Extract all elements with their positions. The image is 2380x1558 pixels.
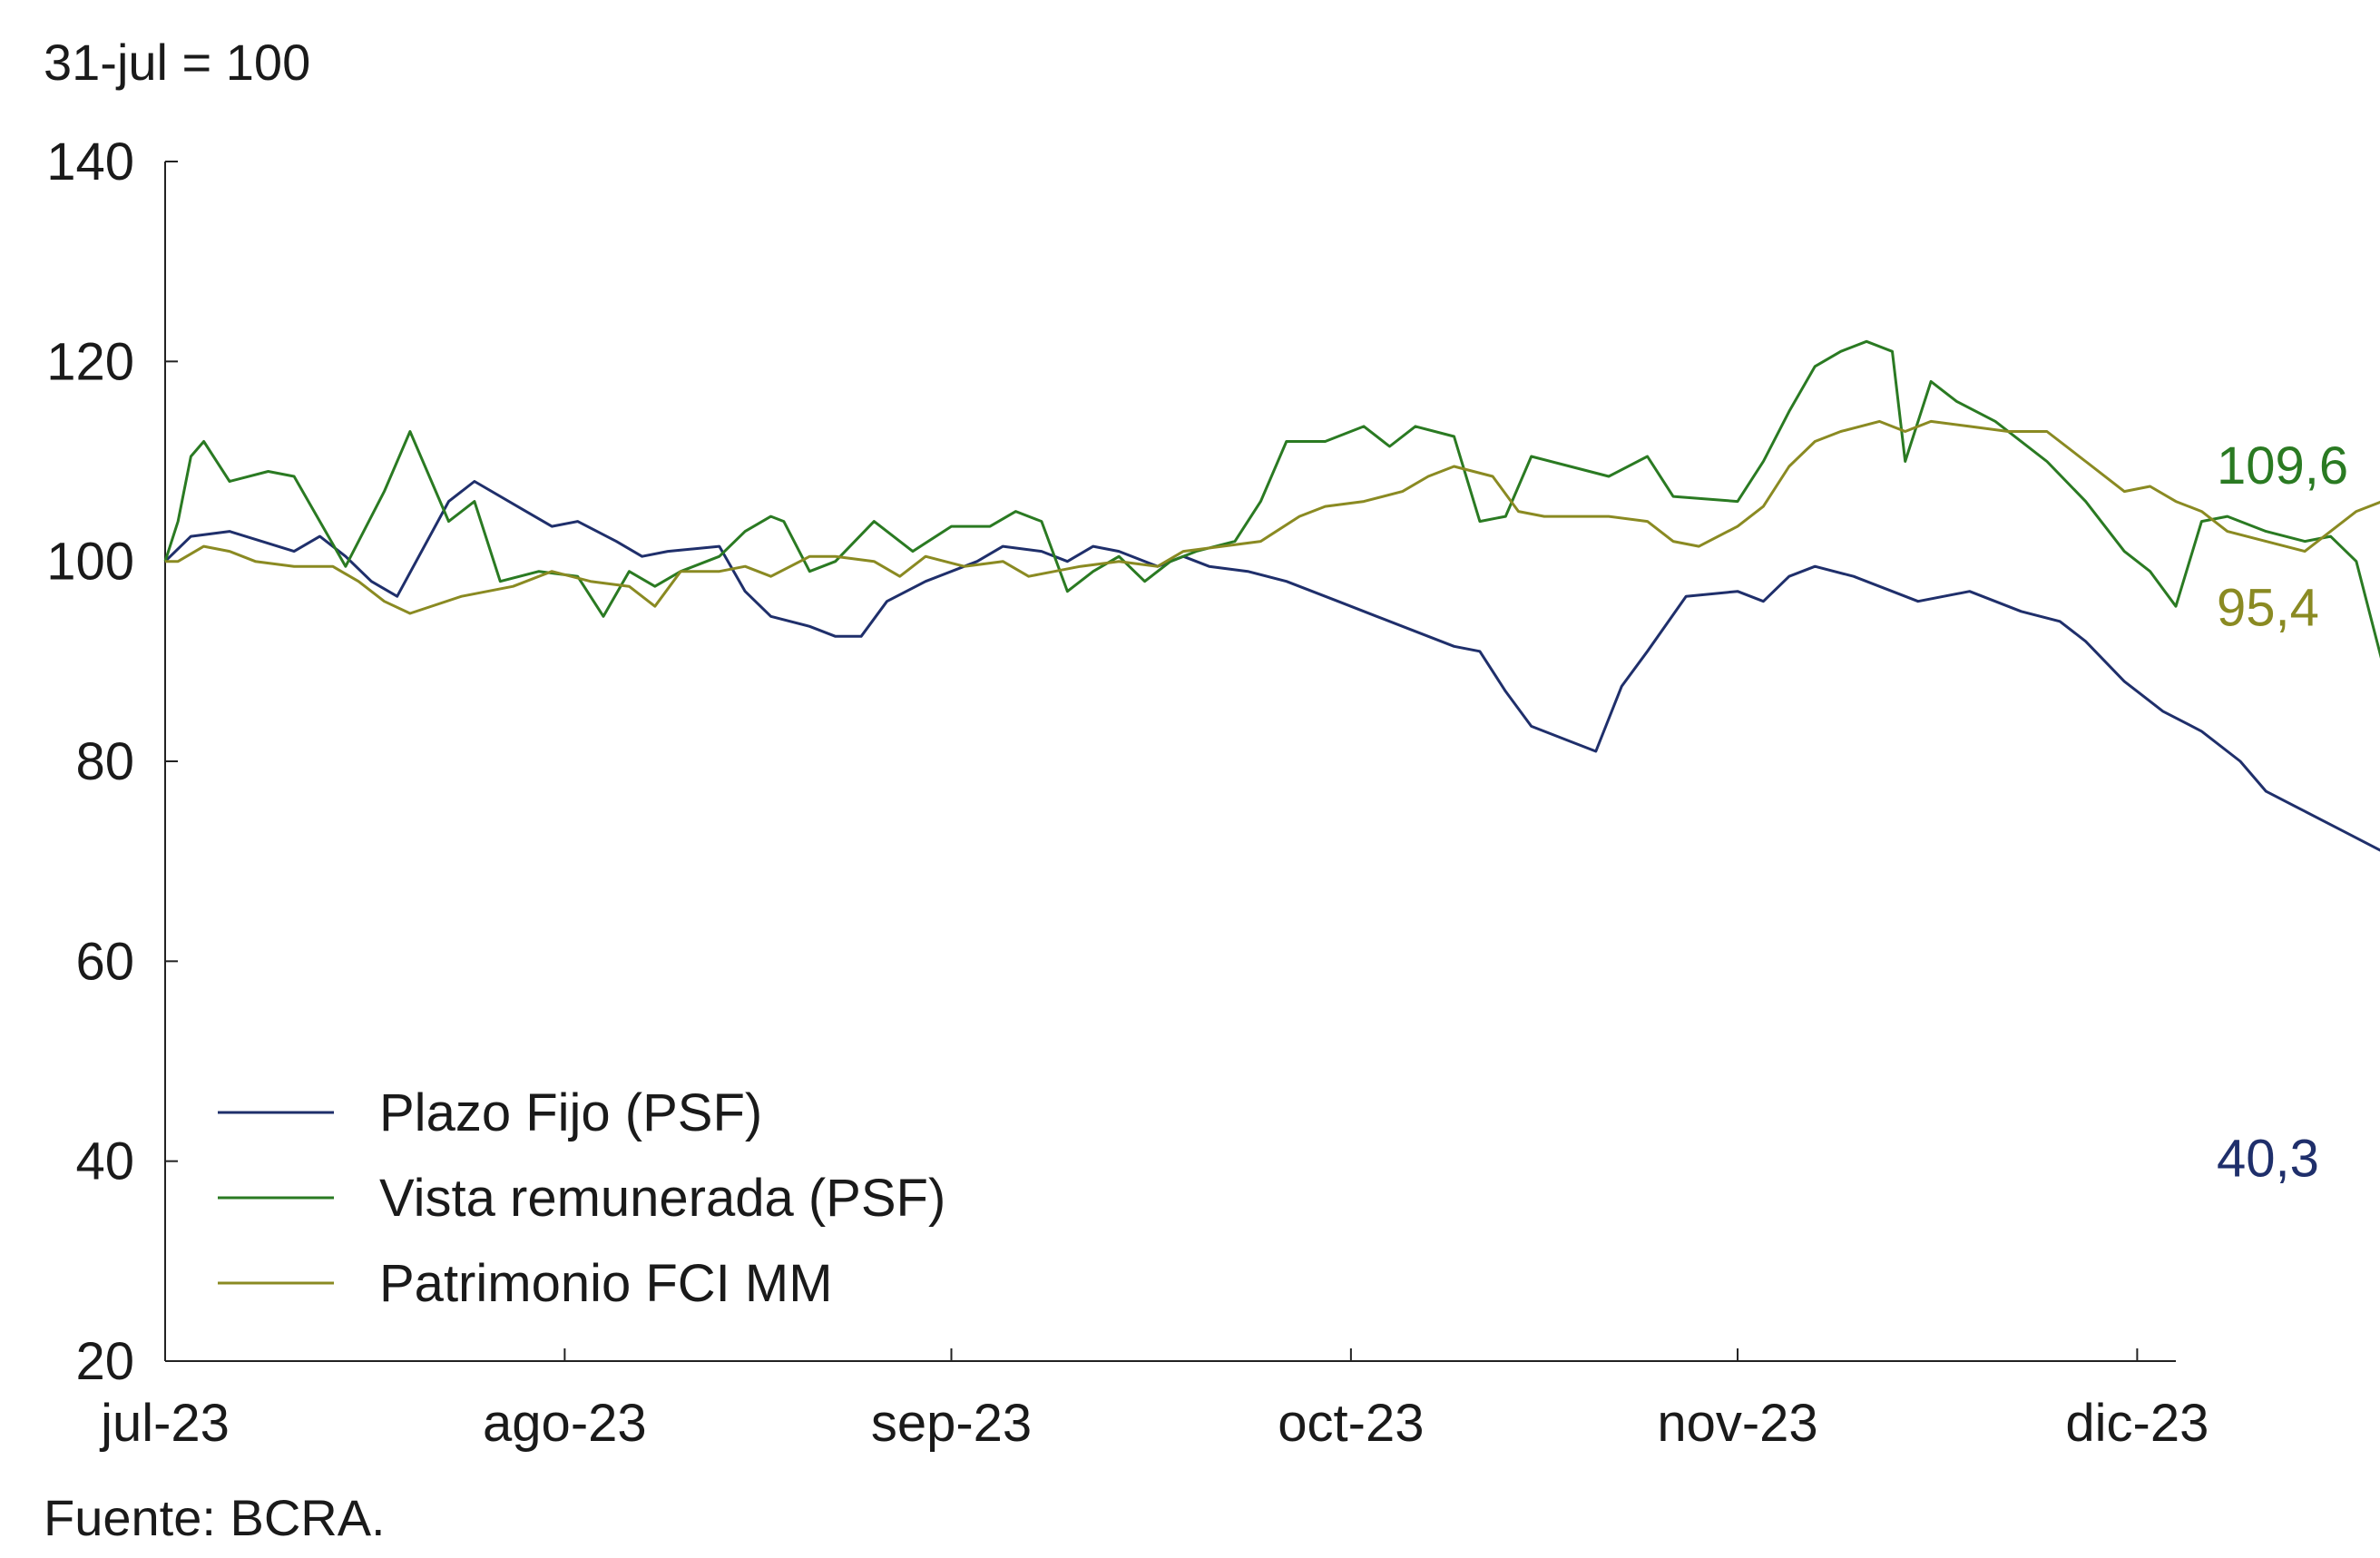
y-tick-label: 140 xyxy=(46,132,134,191)
y-tick-label: 80 xyxy=(75,732,134,791)
source-note: Fuente: BCRA. xyxy=(44,1489,386,1546)
legend-label-1: Plazo Fijo (PSF) xyxy=(379,1083,762,1142)
series-line-1 xyxy=(163,480,2380,852)
x-tick-label: sep-23 xyxy=(871,1394,1032,1453)
series-line-2 xyxy=(163,339,2380,659)
x-tick-label: nov-23 xyxy=(1657,1394,1817,1453)
chart-axes: 20 40 60 80 100 120 140 jul-23 ago-23 sep-23 oct-2… xyxy=(46,132,2209,1453)
y-tick-label: 100 xyxy=(46,533,134,592)
x-tick-label: ago-23 xyxy=(483,1394,647,1453)
end-label-1: 40,3 xyxy=(2217,1129,2319,1188)
x-tick-label: dic-23 xyxy=(2065,1394,2209,1453)
y-tick-label: 40 xyxy=(75,1132,134,1191)
x-tick-label: jul-23 xyxy=(99,1394,230,1453)
end-label-3: 95,4 xyxy=(2217,578,2319,637)
series-line-3 xyxy=(165,419,2380,615)
y-tick-label: 120 xyxy=(46,332,134,391)
x-tick-label: oct-23 xyxy=(1278,1394,1424,1453)
y-axis-units-label: 31-jul = 100 xyxy=(44,34,311,91)
legend-label-3: Patrimonio FCI MM xyxy=(379,1254,833,1313)
chart-series xyxy=(163,339,2380,852)
series-end-labels: 40,3 109,6 95,4 xyxy=(2217,436,2348,1188)
y-tick-label: 60 xyxy=(75,932,134,991)
y-tick-label: 20 xyxy=(75,1332,134,1391)
legend-label-2: Vista remunerada (PSF) xyxy=(379,1169,945,1228)
end-label-2: 109,6 xyxy=(2217,436,2348,495)
chart-legend: Plazo Fijo (PSF) Vista remunerada (PSF) Pa… xyxy=(218,1083,945,1313)
